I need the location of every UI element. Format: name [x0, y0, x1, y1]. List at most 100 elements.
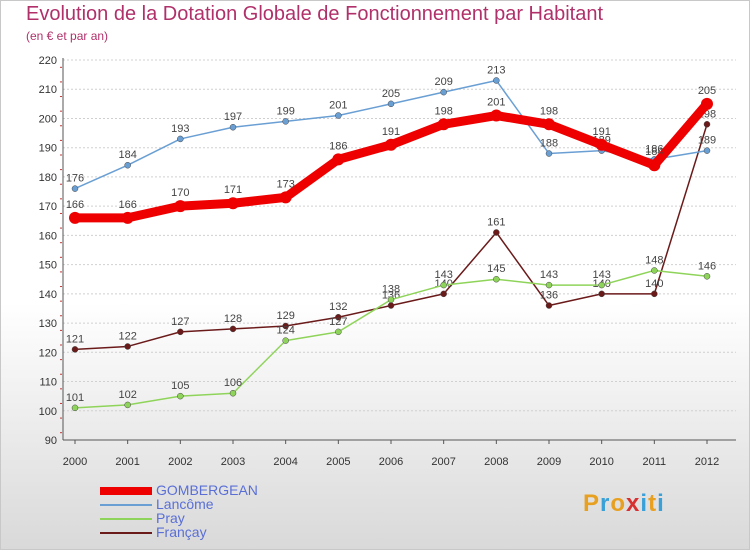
data-point	[493, 77, 500, 84]
y-tick-label: 120	[39, 347, 57, 359]
data-point	[545, 281, 553, 289]
x-tick-label: 2009	[537, 456, 561, 468]
y-tick-label: 140	[39, 289, 57, 301]
legend-swatch	[100, 504, 152, 506]
y-tick-label: 180	[39, 172, 57, 184]
data-point	[387, 100, 395, 108]
legend-label: GOMBERGEAN	[156, 482, 258, 498]
data-label: 121	[66, 333, 84, 345]
chart-subtitle: (en € et par an)	[26, 29, 109, 43]
data-point	[177, 135, 184, 143]
data-point	[177, 392, 184, 400]
data-point	[440, 290, 447, 298]
data-label: 213	[487, 64, 505, 76]
data-label: 105	[171, 380, 189, 392]
data-label: 191	[592, 126, 610, 138]
y-tick-label: 110	[39, 377, 57, 389]
logo-letter: i	[640, 490, 649, 517]
data-point	[282, 337, 289, 344]
x-tick-label: 2007	[431, 456, 455, 468]
data-label: 146	[698, 260, 716, 272]
data-point	[335, 328, 342, 336]
data-label: 170	[171, 187, 189, 199]
data-point	[387, 296, 395, 303]
legend-swatch	[100, 532, 152, 534]
data-label: 101	[66, 392, 84, 404]
y-tick-label: 90	[45, 435, 57, 447]
y-tick-label: 160	[39, 230, 57, 242]
x-tick-label: 2012	[695, 456, 719, 468]
data-point	[598, 281, 605, 289]
legend-label: Françay	[156, 524, 207, 540]
data-point	[701, 97, 713, 110]
data-point	[124, 161, 131, 169]
x-tick-label: 2002	[168, 456, 192, 468]
y-tick-label: 190	[39, 143, 57, 155]
data-label: 148	[645, 254, 663, 266]
data-label: 166	[66, 199, 84, 211]
x-tick-label: 2004	[273, 456, 297, 468]
proxiti-logo: Proxiti	[583, 490, 665, 518]
x-tick-label: 2005	[326, 456, 350, 468]
data-point	[335, 112, 342, 119]
data-label: 161	[487, 216, 505, 228]
data-label: 205	[698, 85, 716, 97]
data-label: 122	[118, 330, 136, 342]
data-point	[545, 302, 553, 309]
data-label: 128	[224, 313, 242, 325]
data-label: 191	[382, 126, 400, 138]
data-label: 199	[276, 105, 294, 117]
x-tick-label: 2008	[484, 456, 508, 468]
logo-letter: P	[583, 490, 601, 517]
y-tick-label: 210	[39, 84, 57, 96]
data-point	[227, 197, 239, 210]
series-line	[70, 99, 712, 223]
data-label: 189	[698, 135, 716, 147]
data-label: 198	[434, 105, 452, 117]
data-label: 143	[592, 269, 610, 281]
data-point	[282, 322, 289, 330]
data-point	[440, 281, 447, 289]
x-tick-label: 2006	[379, 456, 403, 468]
legend-swatch	[100, 518, 152, 520]
data-label: 186	[329, 140, 347, 152]
data-label: 124	[276, 325, 294, 337]
data-label: 186	[645, 143, 663, 155]
data-point	[174, 200, 187, 213]
data-point	[121, 211, 134, 224]
data-label: 132	[329, 301, 347, 313]
data-point	[71, 346, 79, 353]
data-point	[703, 273, 711, 280]
data-point	[493, 275, 500, 283]
logo-letter: o	[610, 490, 627, 517]
y-tick-label: 150	[39, 260, 57, 272]
data-label: 143	[434, 269, 452, 281]
data-point	[387, 302, 395, 309]
data-point	[545, 150, 553, 157]
data-point	[124, 401, 131, 409]
logo-letter: t	[648, 490, 658, 517]
data-label: 184	[118, 149, 136, 161]
data-label: 198	[540, 105, 558, 117]
chart-title: Evolution de la Dotation Globale de Fonc…	[26, 3, 604, 25]
y-tick-label: 130	[39, 318, 57, 330]
data-point	[124, 343, 131, 350]
data-label: 193	[171, 123, 189, 135]
x-tick-label: 2001	[115, 456, 139, 468]
data-label: 197	[224, 111, 242, 123]
data-point	[229, 325, 237, 333]
data-point	[71, 185, 79, 192]
data-label: 129	[276, 310, 294, 322]
logo-letter: x	[626, 490, 641, 517]
data-point	[598, 290, 605, 298]
data-label: 166	[118, 199, 136, 211]
legend-swatch	[100, 487, 152, 495]
data-point	[279, 191, 292, 204]
y-tick-label: 220	[39, 55, 57, 67]
data-label: 184	[645, 146, 663, 158]
data-point	[703, 121, 711, 128]
data-point	[651, 290, 658, 298]
y-tick-label: 170	[39, 201, 57, 213]
data-label: 173	[276, 178, 294, 190]
